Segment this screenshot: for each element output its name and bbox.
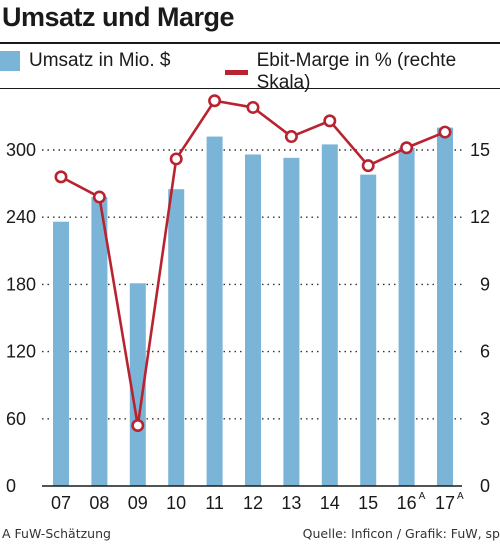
marge-point — [208, 94, 222, 108]
marge-point — [92, 190, 106, 204]
right-tick-label: 9 — [480, 274, 490, 294]
x-tick-label: 16 — [397, 493, 417, 513]
x-tick-superscript: A — [419, 491, 426, 502]
marge-point — [361, 159, 375, 173]
right-tick-label: 12 — [470, 207, 490, 227]
x-tick-label: 15 — [358, 493, 378, 513]
marge-point — [438, 125, 452, 139]
bar — [129, 283, 146, 486]
legend-label-umsatz: Umsatz in Mio. $ — [29, 50, 171, 71]
marge-point — [284, 130, 298, 144]
left-tick-label: 180 — [6, 274, 36, 294]
x-tick-label: 07 — [51, 493, 71, 513]
marge-point — [169, 152, 183, 166]
legend-swatch-bar — [0, 51, 20, 71]
bar — [437, 127, 453, 486]
left-tick-label: 0 — [6, 476, 16, 496]
left-tick-label: 120 — [6, 342, 36, 362]
bar — [360, 174, 377, 486]
chart-title: Umsatz und Marge — [2, 2, 235, 32]
marge-point — [323, 114, 337, 128]
legend: Umsatz in Mio. $ Ebit-Marge in % (rechte… — [0, 50, 500, 93]
x-tick-label: 10 — [166, 493, 186, 513]
footnote-estimate: A FuW-Schätzung — [2, 526, 111, 541]
marge-point — [54, 170, 68, 184]
bar — [53, 221, 69, 486]
legend-item-umsatz: Umsatz in Mio. $ — [0, 50, 170, 72]
x-tick-label: 12 — [243, 493, 263, 513]
legend-item-marge: Ebit-Marge in % (rechte Skala) — [225, 50, 500, 94]
x-tick-label: 14 — [320, 493, 340, 513]
x-tick-label: 09 — [128, 493, 148, 513]
legend-label-marge: Ebit-Marge in % (rechte Skala) — [256, 50, 457, 93]
bar — [321, 144, 338, 486]
right-tick-label: 6 — [480, 342, 490, 362]
bar — [398, 147, 415, 486]
bar — [168, 189, 185, 486]
legend-swatch-line — [225, 69, 248, 75]
marge-point — [131, 419, 145, 433]
x-tick-superscript: A — [457, 491, 464, 502]
x-tick-label: 17 — [435, 493, 455, 513]
right-tick-label: 15 — [470, 140, 490, 160]
legend-divider — [0, 88, 500, 89]
marge-point — [400, 141, 414, 155]
right-tick-label: 0 — [480, 476, 490, 496]
footnote-source: Quelle: Inficon / Grafik: FuW, sp — [302, 526, 500, 541]
x-tick-label: 08 — [89, 493, 109, 513]
title-underline — [0, 42, 500, 44]
left-tick-label: 300 — [6, 140, 36, 160]
right-tick-label: 3 — [480, 409, 490, 429]
x-tick-label: 13 — [281, 493, 301, 513]
bar — [283, 157, 300, 486]
left-tick-label: 60 — [6, 409, 26, 429]
bar — [245, 154, 261, 487]
bar — [91, 197, 108, 487]
bar — [206, 136, 223, 486]
marge-point — [246, 100, 260, 114]
x-tick-label: 11 — [205, 493, 224, 513]
left-tick-label: 240 — [6, 207, 36, 227]
